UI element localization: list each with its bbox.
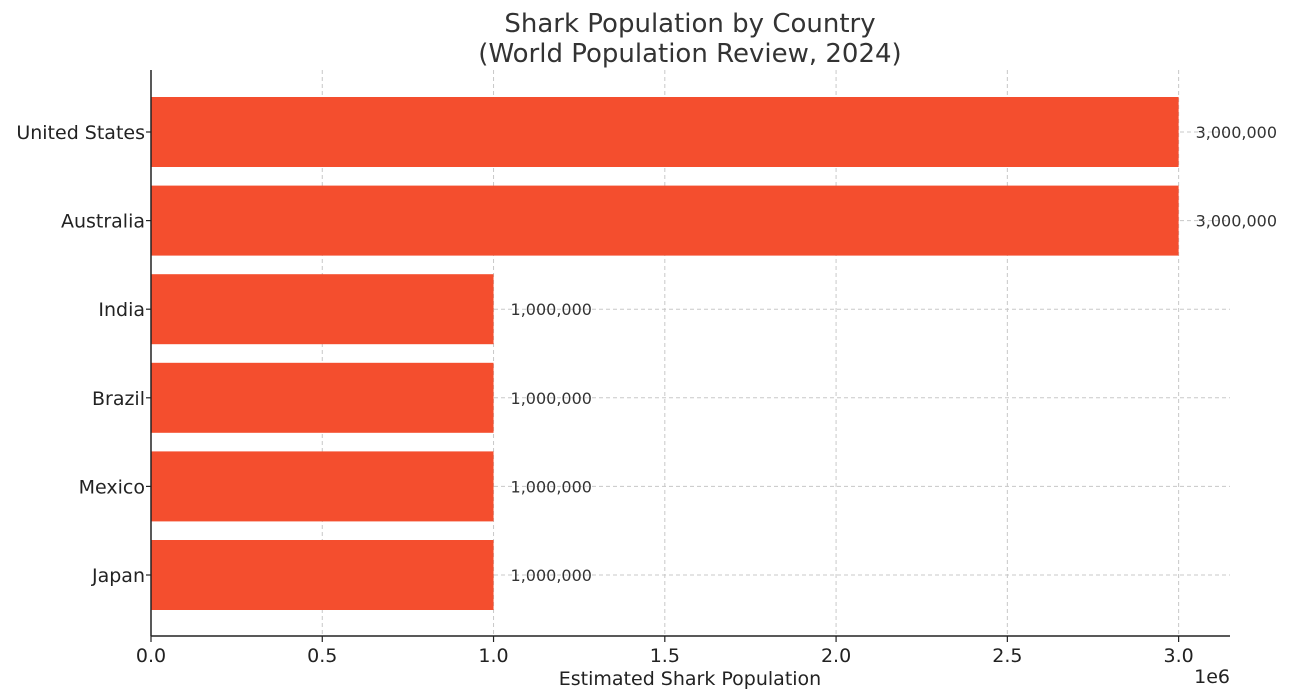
- x-axis-scale-label: 1e6: [1194, 666, 1230, 688]
- data-label: 1,000,000: [511, 566, 592, 585]
- y-tick-label: Australia: [61, 211, 145, 233]
- chart-subtitle: (World Population Review, 2024): [478, 39, 901, 69]
- bar-japan: [151, 540, 494, 610]
- x-tick-label: 3.0: [1164, 645, 1194, 667]
- chart-title: Shark Population by Country: [504, 9, 875, 39]
- data-label: 3,000,000: [1196, 123, 1277, 142]
- x-tick-label: 2.5: [992, 645, 1022, 667]
- y-tick-label: India: [98, 299, 145, 321]
- data-label: 3,000,000: [1196, 212, 1277, 231]
- axes: United States Australia India Brazil Mexico J…: [16, 70, 1230, 667]
- x-tick-label: 1.0: [478, 645, 508, 667]
- bar-brazil: [151, 362, 494, 433]
- data-labels: 3,000,000 3,000,000 1,000,000 1,000,000 1,00…: [511, 123, 1278, 585]
- x-tick-label: 2.0: [821, 645, 851, 667]
- bar-mexico: [151, 451, 494, 522]
- data-label: 1,000,000: [511, 300, 592, 319]
- x-tick-label: 1.5: [650, 645, 680, 667]
- x-tick-label: 0.0: [136, 645, 166, 667]
- x-axis-label: Estimated Shark Population: [559, 668, 821, 690]
- bar-united-states: [151, 97, 1179, 167]
- bar-australia: [151, 185, 1179, 256]
- x-tick-label: 0.5: [307, 645, 337, 667]
- data-label: 1,000,000: [511, 477, 592, 496]
- bar-india: [151, 274, 494, 345]
- bars: [151, 97, 1179, 610]
- y-tick-label: Mexico: [79, 476, 145, 498]
- data-label: 1,000,000: [511, 389, 592, 408]
- y-tick-label: United States: [16, 122, 145, 144]
- y-tick-label: Brazil: [92, 388, 145, 410]
- y-tick-label: Japan: [91, 565, 145, 587]
